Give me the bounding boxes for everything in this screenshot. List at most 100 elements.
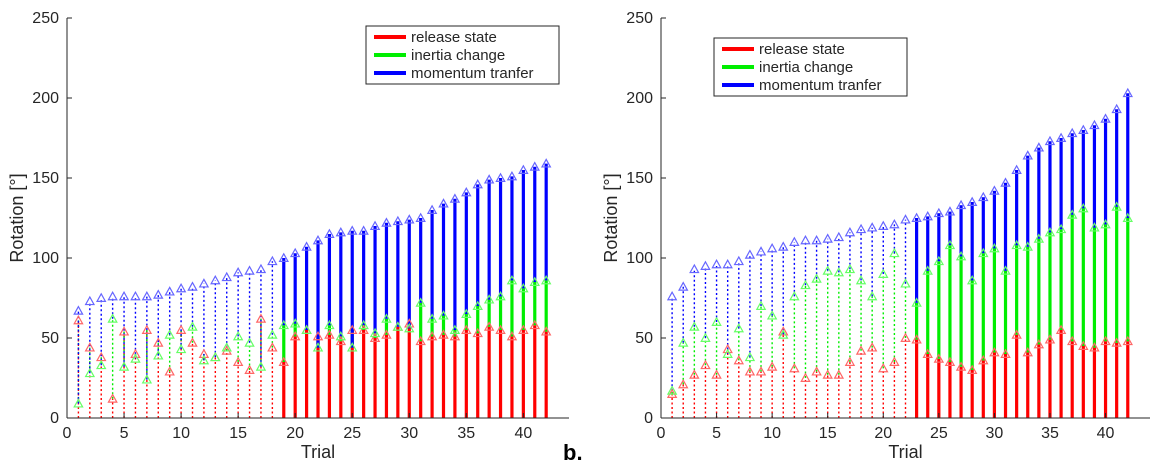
panel-label: b. bbox=[563, 440, 583, 465]
inertia-change-marker bbox=[666, 385, 678, 395]
inertia-change-marker bbox=[540, 274, 552, 285]
inertia-change-marker bbox=[358, 319, 369, 330]
momentum-transfer-marker bbox=[755, 246, 767, 256]
momentum-transfer-marker bbox=[955, 199, 967, 210]
inertia-change-marker bbox=[141, 374, 153, 384]
release-state-marker bbox=[84, 342, 96, 352]
release-state-marker bbox=[187, 337, 198, 347]
release-state-marker bbox=[1055, 324, 1067, 334]
inertia-change-marker bbox=[232, 330, 244, 341]
momentum-transfer-marker bbox=[944, 206, 956, 216]
inertia-change-marker bbox=[744, 351, 756, 362]
release-state-marker bbox=[689, 369, 700, 379]
inertia-change-marker bbox=[153, 350, 164, 360]
momentum-transfer-marker bbox=[1044, 135, 1056, 146]
x-tick-label: 30 bbox=[986, 425, 1004, 442]
momentum-transfer-marker bbox=[324, 228, 335, 238]
release-state-marker bbox=[922, 348, 933, 358]
release-state-marker bbox=[955, 361, 967, 371]
release-state-marker bbox=[789, 362, 800, 373]
inertia-change-marker bbox=[404, 322, 415, 333]
x-tick-label: 40 bbox=[514, 425, 532, 442]
release-state-marker bbox=[944, 356, 956, 366]
release-state-marker bbox=[130, 348, 141, 358]
inertia-change-marker bbox=[1055, 223, 1067, 234]
release-state-marker bbox=[1011, 329, 1022, 339]
inertia-change-marker bbox=[855, 274, 867, 285]
release-state-marker bbox=[324, 329, 335, 339]
momentum-transfer-marker bbox=[778, 241, 789, 251]
momentum-transfer-marker bbox=[933, 207, 945, 218]
inertia-change-marker bbox=[495, 290, 506, 301]
momentum-transfer-marker bbox=[844, 226, 856, 237]
inertia-change-marker bbox=[415, 297, 426, 307]
y-tick-label: 50 bbox=[41, 330, 59, 347]
momentum-transfer-marker bbox=[866, 222, 878, 232]
inertia-change-marker bbox=[733, 322, 745, 333]
inertia-change-marker bbox=[689, 321, 700, 331]
momentum-transfer-marker bbox=[911, 212, 922, 222]
momentum-transfer-marker bbox=[73, 305, 84, 315]
release-state-marker bbox=[540, 326, 552, 336]
release-state-marker bbox=[766, 361, 778, 371]
y-axis-label: Rotation [°] bbox=[601, 173, 621, 262]
momentum-transfer-marker bbox=[472, 178, 483, 189]
inertia-change-marker bbox=[778, 329, 789, 339]
inertia-change-marker bbox=[800, 279, 811, 290]
release-state-marker bbox=[733, 354, 745, 365]
x-tick-label: 25 bbox=[343, 425, 361, 442]
release-state-marker bbox=[153, 337, 164, 347]
momentum-transfer-marker bbox=[449, 193, 461, 203]
momentum-transfer-marker bbox=[278, 252, 289, 262]
chart-panel-left: 0 50 100 150 200 250 0 5 10 15 20 25 30 35 40 Trial Rota… bbox=[7, 10, 569, 462]
release-state-marker bbox=[529, 319, 540, 330]
x-tick-label: 0 bbox=[657, 425, 666, 442]
release-state-marker bbox=[483, 321, 495, 331]
release-state-marker bbox=[255, 313, 267, 323]
inertia-change-marker bbox=[722, 348, 733, 358]
inertia-change-marker bbox=[107, 313, 118, 323]
release-state-marker bbox=[267, 342, 278, 352]
momentum-transfer-marker bbox=[722, 258, 733, 269]
inertia-change-marker bbox=[1022, 241, 1033, 251]
momentum-transfer-marker bbox=[392, 215, 404, 226]
momentum-transfer-marker bbox=[130, 290, 141, 301]
x-tick-label: 10 bbox=[172, 425, 190, 442]
momentum-transfer-marker bbox=[461, 186, 472, 197]
release-state-marker bbox=[118, 326, 130, 336]
release-state-marker bbox=[232, 356, 244, 366]
momentum-transfer-marker bbox=[978, 191, 989, 202]
momentum-transfer-marker bbox=[1078, 124, 1089, 134]
release-state-marker bbox=[358, 324, 369, 334]
release-state-marker bbox=[1000, 348, 1011, 358]
inertia-change-marker bbox=[811, 273, 822, 283]
release-state-marker bbox=[844, 356, 856, 366]
momentum-transfer-marker bbox=[369, 220, 381, 230]
x-tick-label: 5 bbox=[712, 425, 721, 442]
release-state-marker bbox=[1100, 335, 1111, 346]
y-tick-label: 200 bbox=[626, 90, 653, 107]
inertia-change-marker bbox=[312, 342, 324, 352]
momentum-transfer-marker bbox=[529, 161, 540, 171]
momentum-transfer-marker bbox=[381, 217, 392, 227]
inertia-change-marker bbox=[700, 332, 711, 342]
x-tick-label: 10 bbox=[763, 425, 781, 442]
release-state-marker bbox=[800, 372, 811, 382]
release-state-marker bbox=[911, 334, 922, 344]
release-state-marker bbox=[312, 330, 324, 341]
momentum-transfer-marker bbox=[312, 234, 324, 245]
momentum-transfer-marker bbox=[267, 255, 278, 266]
release-state-marker bbox=[449, 330, 461, 341]
inertia-change-marker bbox=[130, 353, 141, 363]
release-state-marker bbox=[518, 324, 529, 334]
inertia-change-marker bbox=[255, 361, 267, 371]
inertia-change-marker bbox=[267, 329, 278, 339]
momentum-transfer-marker bbox=[221, 271, 232, 282]
momentum-transfer-marker bbox=[426, 204, 438, 214]
release-state-marker bbox=[415, 335, 426, 346]
release-state-marker bbox=[711, 369, 722, 379]
momentum-transfer-marker bbox=[878, 220, 889, 230]
inertia-change-marker bbox=[483, 294, 495, 304]
inertia-change-marker bbox=[900, 278, 911, 288]
